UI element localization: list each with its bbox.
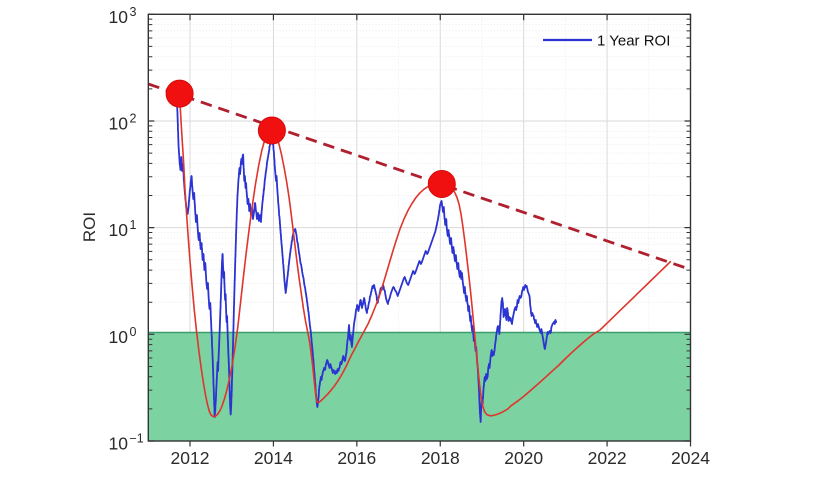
svg-text:2: 2 — [130, 112, 137, 126]
svg-text:2020: 2020 — [504, 448, 543, 468]
svg-text:2024: 2024 — [671, 448, 710, 468]
svg-text:0: 0 — [130, 325, 137, 339]
svg-text:10: 10 — [109, 220, 129, 240]
svg-text:2018: 2018 — [421, 448, 460, 468]
svg-text:10: 10 — [109, 114, 129, 134]
svg-text:1: 1 — [130, 218, 137, 232]
svg-text:2014: 2014 — [254, 448, 293, 468]
svg-text:1 Year ROI: 1 Year ROI — [597, 33, 670, 50]
svg-text:2016: 2016 — [337, 448, 376, 468]
svg-text:2022: 2022 — [588, 448, 627, 468]
svg-text:10: 10 — [109, 434, 129, 454]
svg-text:ROI: ROI — [80, 212, 99, 242]
svg-text:10: 10 — [109, 7, 129, 27]
svg-text:3: 3 — [130, 5, 137, 19]
svg-text:−1: −1 — [130, 432, 144, 446]
svg-text:2012: 2012 — [171, 448, 210, 468]
svg-text:10: 10 — [109, 327, 129, 347]
